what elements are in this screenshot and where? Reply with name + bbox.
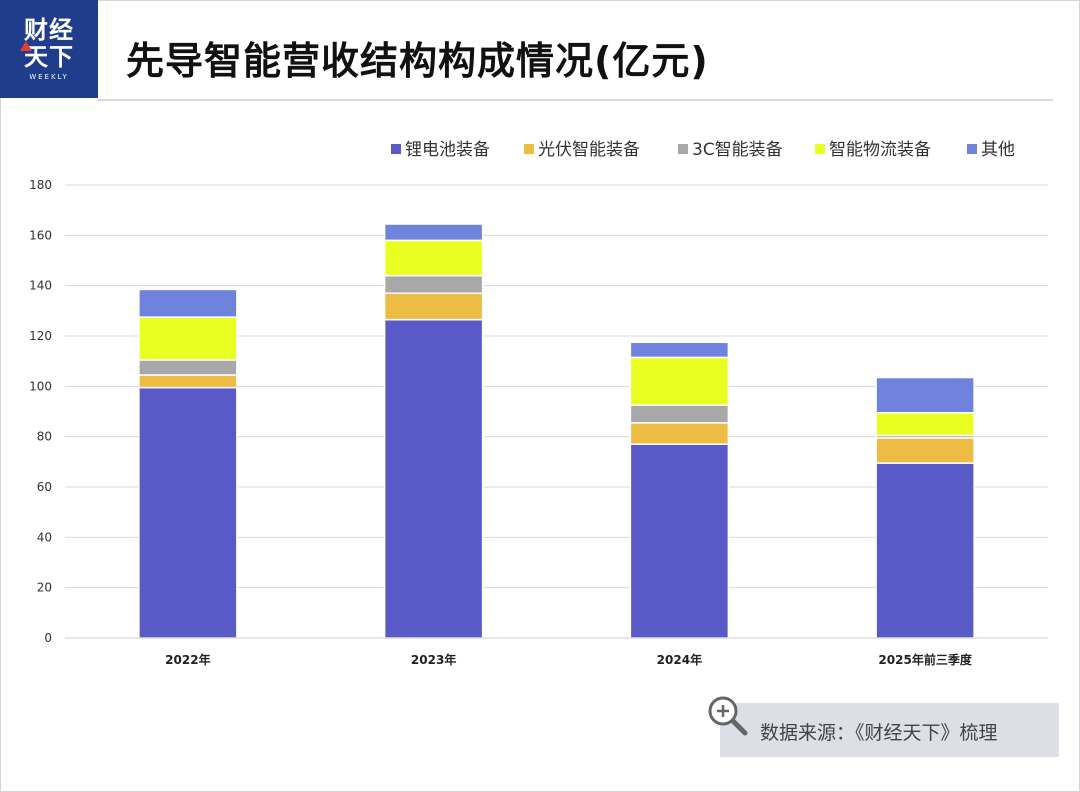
y-tick-label: 40 xyxy=(37,530,52,544)
bar-segment xyxy=(629,356,730,406)
brand-logo: 财经 天下 WEEKLY xyxy=(0,0,98,98)
logo-red-mark xyxy=(20,41,32,51)
bar-segment xyxy=(629,443,730,639)
logo-subtitle: WEEKLY xyxy=(29,73,69,81)
legend-label: 3C智能装备 xyxy=(692,140,783,160)
legend-swatch xyxy=(524,144,534,154)
y-tick-label: 60 xyxy=(37,480,52,494)
bar-segment xyxy=(138,386,238,639)
magnifier-icon xyxy=(708,696,748,736)
bar-segment xyxy=(875,437,975,464)
legend-label: 光伏智能装备 xyxy=(538,140,640,160)
bar-segment xyxy=(629,404,730,424)
bar-segment xyxy=(875,412,975,437)
bar-segment xyxy=(138,316,238,361)
bar-segment xyxy=(383,318,484,639)
y-tick-label: 20 xyxy=(37,581,52,595)
x-category-label: 2024年 xyxy=(657,652,702,667)
logo-line-1: 财经 xyxy=(24,16,74,44)
x-category-label: 2023年 xyxy=(411,652,456,667)
y-tick-label: 180 xyxy=(29,178,52,192)
y-tick-label: 120 xyxy=(29,329,52,343)
bar-segment xyxy=(875,462,975,639)
bar-segment xyxy=(383,292,484,321)
legend-label: 锂电池装备 xyxy=(405,140,490,160)
page-title: 先导智能营收结构构成情况(亿元) xyxy=(126,39,709,83)
legend-swatch xyxy=(815,144,825,154)
legend-label: 智能物流装备 xyxy=(829,140,931,160)
source-box: 数据来源：《财经天下》梳理 xyxy=(720,703,1059,757)
bar-segment xyxy=(383,223,484,242)
bar-segment xyxy=(875,376,975,414)
y-tick-label: 160 xyxy=(29,228,52,242)
legend-label: 其他 xyxy=(981,140,1015,160)
bar-segment xyxy=(383,274,484,294)
bar-segment xyxy=(138,288,238,318)
header: 财经 天下 WEEKLY 先导智能营收结构构成情况(亿元) xyxy=(0,0,1080,101)
legend-swatch xyxy=(678,144,688,154)
x-category-label: 2025年前三季度 xyxy=(878,652,972,667)
header-divider xyxy=(98,99,1053,101)
legend-swatch xyxy=(967,144,977,154)
y-tick-label: 80 xyxy=(37,430,52,444)
y-tick-label: 0 xyxy=(44,631,52,645)
bar-segment xyxy=(629,422,730,445)
bar-segment xyxy=(138,374,238,389)
x-category-label: 2022年 xyxy=(165,652,210,667)
y-tick-label: 100 xyxy=(29,379,52,393)
bar-segment xyxy=(629,341,730,359)
source-text: 数据来源：《财经天下》梳理 xyxy=(760,722,998,744)
chart-area: 0 20 40 60 80 100 120 140 160 180 2022年 2023年 2024年 2… xyxy=(0,100,1080,792)
bar-segment xyxy=(383,239,484,277)
logo-line-2: 天下 xyxy=(24,43,74,71)
stacked-bar-chart: 0 20 40 60 80 100 120 140 160 180 2022年 2023年 2024年 2… xyxy=(29,140,1048,667)
legend-swatch xyxy=(391,144,401,154)
bar-segment xyxy=(138,359,238,376)
y-tick-label: 140 xyxy=(29,279,52,293)
